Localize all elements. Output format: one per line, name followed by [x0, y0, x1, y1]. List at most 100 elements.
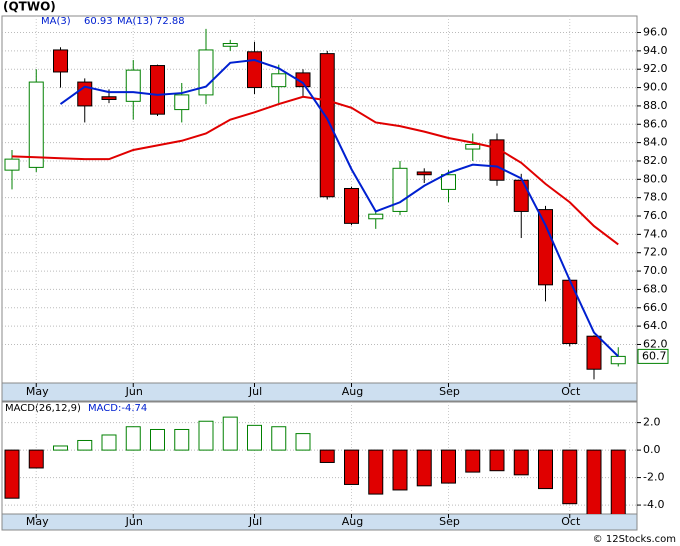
macd-bar: [416, 449, 432, 487]
ma-line: [11, 95, 619, 246]
candle-body: [28, 81, 44, 168]
macd-title: MACD(26,12,9): [5, 403, 81, 414]
y-tick-label: 78.0: [643, 191, 668, 204]
x-tick-label: May: [26, 385, 49, 398]
macd-bar: [489, 449, 505, 472]
x-tick-label: Sep: [439, 515, 460, 528]
macd-bar: [465, 449, 481, 473]
candle-body: [368, 213, 384, 220]
y-tick-label: 2.0: [643, 416, 661, 429]
macd-bar: [368, 449, 384, 495]
x-tick-label: Jul: [248, 515, 262, 528]
chart-title: (QTWO): [3, 0, 56, 14]
macd-bar: [53, 445, 68, 451]
y-tick-label: 0.0: [643, 443, 661, 456]
candle-body: [4, 158, 20, 171]
y-tick-label: 80.0: [643, 172, 668, 185]
last-price-box: [637, 348, 669, 364]
macd-bar: [198, 420, 214, 451]
y-tick-label: -4.0: [643, 498, 664, 511]
x-tick-label: May: [26, 515, 49, 528]
candle-body: [586, 335, 602, 370]
macd-bar: [319, 449, 335, 463]
y-tick-label: 90.0: [643, 81, 668, 94]
macd-bar: [28, 449, 44, 469]
y-tick-label: 74.0: [643, 227, 668, 240]
x-tick-label: Sep: [439, 385, 460, 398]
candle-body: [247, 51, 262, 89]
macd-bar: [392, 449, 408, 491]
candle-body: [465, 143, 481, 150]
y-tick-label: 94.0: [643, 44, 668, 57]
macd-bar: [150, 428, 165, 451]
macd-panel: [1, 401, 638, 515]
macd-bar: [125, 426, 141, 451]
macd-bar: [271, 426, 287, 451]
macd-value: MACD:-4.74: [88, 403, 147, 414]
candle-body: [319, 53, 335, 198]
y-tick-label: 68.0: [643, 282, 668, 295]
legend-value: 72.88: [156, 16, 185, 27]
plot-area: [4, 28, 626, 380]
macd-bar: [4, 449, 20, 499]
legend-value: 60.93: [84, 16, 113, 27]
y-tick-label: 82.0: [643, 154, 668, 167]
x-axis-strip: [1, 513, 638, 531]
y-tick-label: 88.0: [643, 99, 668, 112]
y-tick-label: 86.0: [643, 117, 668, 130]
candle-body: [125, 69, 141, 102]
x-axis-strip: [1, 382, 638, 402]
y-tick-label: 62.0: [643, 337, 668, 350]
macd-bar: [295, 433, 311, 451]
y-tick-label: -2.0: [643, 471, 664, 484]
candle-body: [150, 65, 165, 115]
candle-body: [53, 49, 68, 73]
y-tick-label: 92.0: [643, 62, 668, 75]
candle-body: [441, 174, 456, 190]
candle-body: [538, 209, 553, 286]
footer: © 12Stocks.com: [593, 534, 676, 545]
macd-bar: [247, 424, 262, 451]
candle-body: [174, 94, 190, 111]
candle-body: [222, 43, 238, 47]
x-tick-label: Oct: [561, 385, 581, 398]
y-tick-label: 76.0: [643, 209, 668, 222]
x-tick-label: Jun: [125, 385, 143, 398]
macd-bar: [586, 449, 602, 514]
candle-body: [101, 96, 117, 100]
legend-name: MA(13): [117, 16, 153, 27]
x-tick-label: Oct: [561, 515, 581, 528]
y-tick-label: 66.0: [643, 301, 668, 314]
candle-body: [513, 179, 529, 212]
x-tick-label: Aug: [342, 515, 363, 528]
macd-bar: [101, 434, 117, 451]
y-tick-label: 64.0: [643, 319, 668, 332]
y-tick-label: 72.0: [643, 246, 668, 259]
y-tick-label: 84.0: [643, 136, 668, 149]
macd-bar: [344, 449, 359, 485]
macd-bar: [562, 449, 578, 505]
candle-body: [271, 73, 287, 88]
ma-line: [59, 59, 619, 358]
macd-bar: [513, 449, 529, 476]
macd-bar: [174, 428, 190, 451]
x-tick-label: Jul: [248, 385, 262, 398]
candle-body: [344, 187, 359, 224]
macd-bar: [222, 416, 238, 451]
macd-bar: [441, 449, 456, 484]
price-panel: [1, 15, 638, 384]
legend-name: MA(3): [41, 16, 71, 27]
candle-body: [416, 171, 432, 176]
x-tick-label: Aug: [342, 385, 363, 398]
candle-body: [489, 139, 505, 181]
last-price: 60.7: [642, 349, 667, 362]
y-tick-label: 96.0: [643, 26, 668, 39]
candle-body: [610, 355, 626, 365]
macd-bar: [538, 449, 553, 490]
macd-bar: [610, 449, 626, 514]
plot-area: [4, 416, 626, 514]
x-tick-label: Jun: [125, 515, 143, 528]
macd-bar: [77, 439, 93, 451]
y-tick-label: 70.0: [643, 264, 668, 277]
